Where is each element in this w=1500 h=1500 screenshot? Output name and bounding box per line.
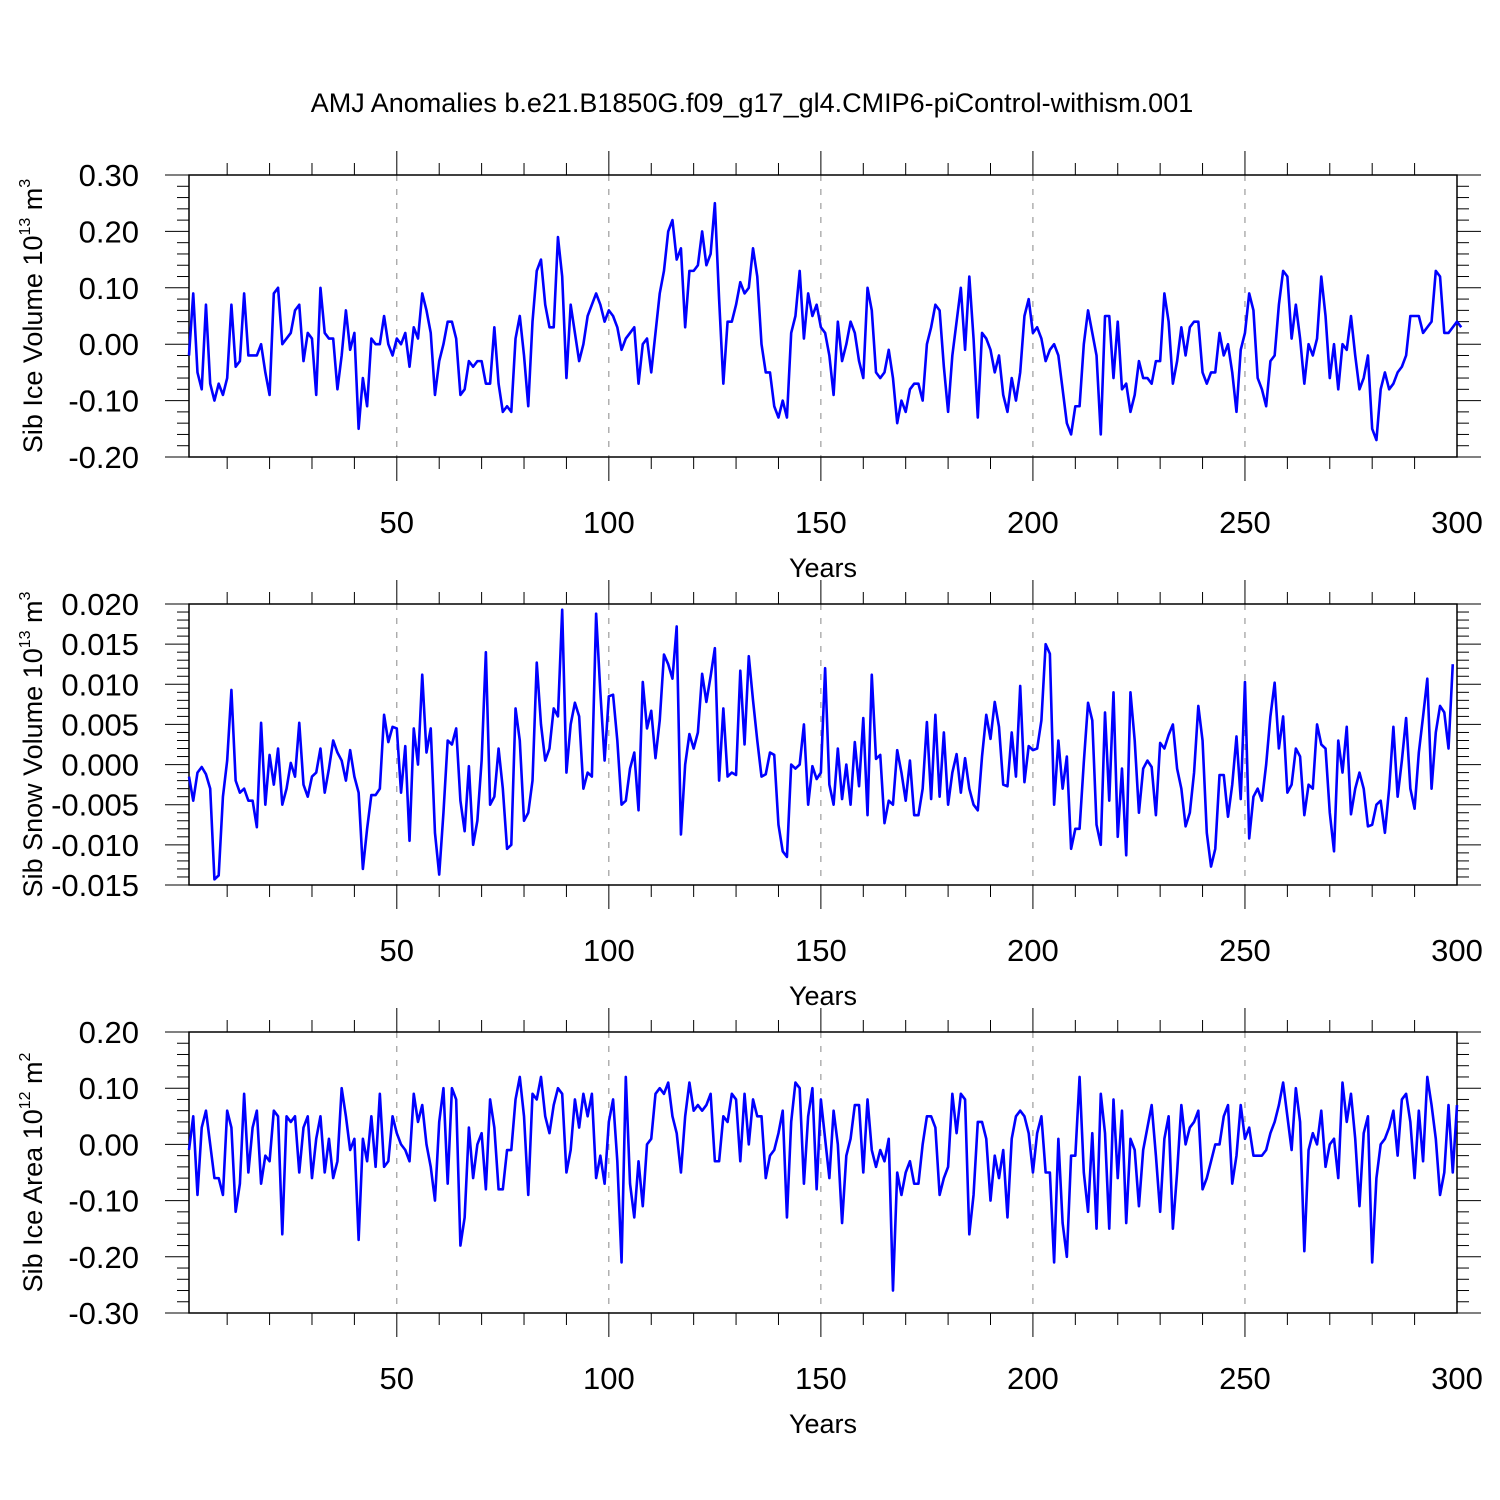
y-tick-label: 0.00 bbox=[79, 327, 139, 362]
series-line-ice-volume bbox=[187, 201, 1463, 442]
x-tick-label-150: 150 bbox=[795, 505, 847, 540]
y-tick-label: 0.000 bbox=[61, 748, 139, 783]
x-tick-label-250: 250 bbox=[1219, 505, 1271, 540]
x-tick-label-300: 300 bbox=[1431, 933, 1483, 968]
y-tick-label: 0.00 bbox=[79, 1127, 139, 1162]
figure-title: AMJ Anomalies b.e21.B1850G.f09_g17_gl4.C… bbox=[311, 88, 1193, 118]
y-tick-label: 0.20 bbox=[79, 1015, 139, 1050]
panel-snow-volume: 50 100 150 200 250 300 Years -0.015 -0.010 -0.005… bbox=[17, 580, 1483, 1011]
x-tick-label-250: 250 bbox=[1219, 1361, 1271, 1396]
y-tick-label: 0.010 bbox=[61, 667, 139, 702]
panel-ice-volume: 50 100 150 200 250 300 Years -0.20 -0.10 0.00 0.10… bbox=[17, 151, 1483, 583]
y-tick-label: -0.10 bbox=[68, 384, 139, 419]
series-line-ice-area bbox=[187, 1075, 1459, 1292]
y-tick-label: 0.10 bbox=[79, 1071, 139, 1106]
y-tick-label: 0.30 bbox=[79, 158, 139, 193]
x-tick-label-150: 150 bbox=[795, 1361, 847, 1396]
x-tick-label-200: 200 bbox=[1007, 505, 1059, 540]
x-tick-label-300: 300 bbox=[1431, 1361, 1483, 1396]
y-tick-label: -0.30 bbox=[68, 1296, 139, 1331]
x-axis-label: Years bbox=[789, 553, 857, 583]
y-tick-label: 0.005 bbox=[61, 707, 139, 742]
y-tick-label: 0.10 bbox=[79, 271, 139, 306]
y-tick-label: -0.005 bbox=[51, 788, 139, 823]
y-axis-label: Sib Ice Area 1012 m2 bbox=[17, 1052, 48, 1292]
plot-frame bbox=[188, 603, 1458, 886]
y-tick-label: 0.020 bbox=[61, 587, 139, 622]
y-tick-label: 0.015 bbox=[61, 627, 139, 662]
x-tick-label-50: 50 bbox=[380, 1361, 414, 1396]
series-line-snow-volume bbox=[187, 608, 1455, 881]
y-tick-label: -0.20 bbox=[68, 1240, 139, 1275]
x-axis-label: Years bbox=[789, 1409, 857, 1439]
x-tick-label-50: 50 bbox=[380, 505, 414, 540]
x-tick-label-100: 100 bbox=[583, 933, 635, 968]
y-axis-label: Sib Ice Volume 1013 m3 bbox=[17, 179, 48, 453]
plot-frame bbox=[188, 174, 1458, 458]
x-tick-label-150: 150 bbox=[795, 933, 847, 968]
x-axis-label: Years bbox=[789, 981, 857, 1011]
y-tick-label: -0.10 bbox=[68, 1184, 139, 1219]
x-tick-label-100: 100 bbox=[583, 505, 635, 540]
x-tick-label-300: 300 bbox=[1431, 505, 1483, 540]
panel-ice-area: 50 100 150 200 250 300 Years -0.30 -0.20 -0.10 0.0… bbox=[17, 1008, 1483, 1439]
x-tick-label-200: 200 bbox=[1007, 1361, 1059, 1396]
y-axis-label: Sib Snow Volume 1013 m3 bbox=[17, 591, 48, 897]
x-tick-label-50: 50 bbox=[380, 933, 414, 968]
x-tick-label-200: 200 bbox=[1007, 933, 1059, 968]
y-tick-label: -0.20 bbox=[68, 440, 139, 475]
plot-frame bbox=[188, 1031, 1458, 1314]
y-tick-label: -0.015 bbox=[51, 868, 139, 903]
y-tick-label: -0.010 bbox=[51, 828, 139, 863]
x-tick-label-250: 250 bbox=[1219, 933, 1271, 968]
x-tick-label-100: 100 bbox=[583, 1361, 635, 1396]
y-tick-label: 0.20 bbox=[79, 214, 139, 249]
